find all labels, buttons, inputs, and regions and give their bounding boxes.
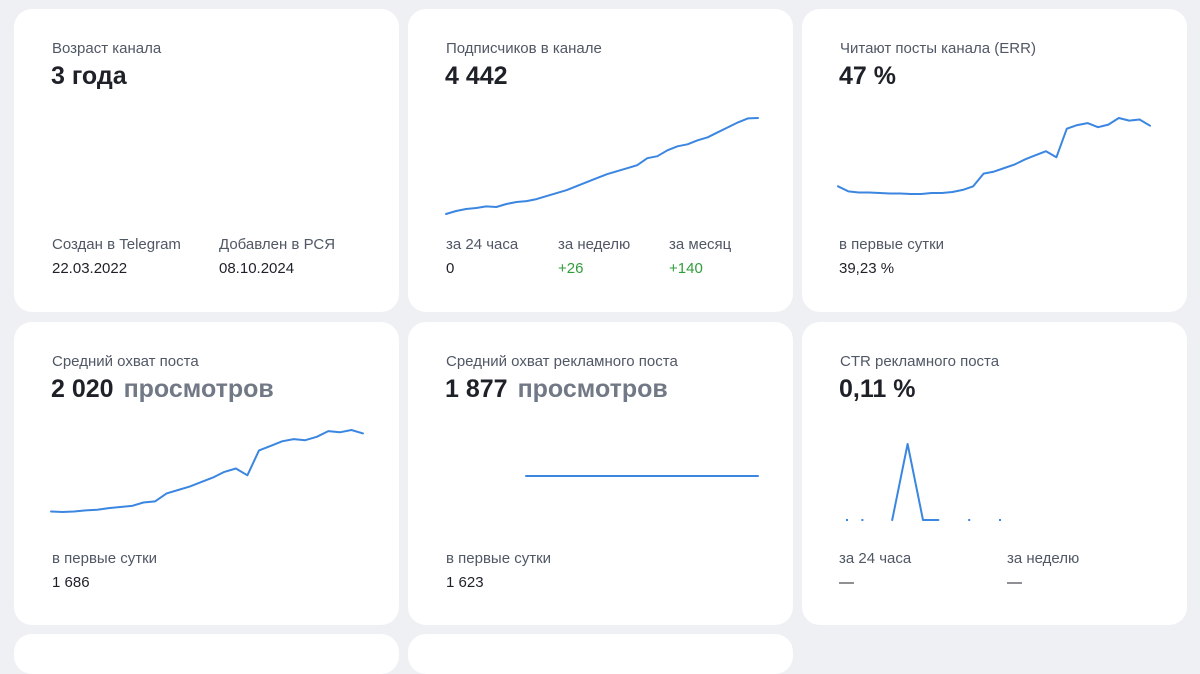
ctr-spike bbox=[891, 443, 940, 521]
stat-label: в первые сутки bbox=[52, 550, 158, 567]
value-number: 1 877 bbox=[445, 375, 508, 403]
stat-label: за 24 часа bbox=[839, 550, 912, 567]
card-value: 3 года bbox=[51, 62, 127, 90]
stat-label: Добавлен в РСЯ bbox=[219, 236, 336, 253]
next-card bbox=[408, 634, 793, 674]
avg-ad-reach-card[interactable]: Средний охват рекламного поста 1 877 прос… bbox=[408, 322, 793, 625]
value-unit: просмотров bbox=[123, 375, 274, 403]
stat-value: 08.10.2024 bbox=[219, 260, 295, 277]
err-sparkline[interactable] bbox=[837, 117, 1151, 195]
err-card[interactable]: Читают посты канала (ERR) 47 % в первые … bbox=[802, 9, 1187, 312]
card-label: Читают посты канала (ERR) bbox=[840, 40, 1036, 57]
stat-label: за месяц bbox=[669, 236, 732, 253]
value-unit: просмотров bbox=[517, 375, 668, 403]
stat-value: +140 bbox=[669, 260, 703, 277]
subscribers-card[interactable]: Подписчиков в канале 4 442 за 24 часа 0 … bbox=[408, 9, 793, 312]
created-stat: Создан в Telegram 22.03.2022 bbox=[52, 236, 181, 277]
stat-label: Создан в Telegram bbox=[52, 236, 181, 253]
stat-value: 1 686 bbox=[52, 574, 90, 591]
added-stat: Добавлен в РСЯ 08.10.2024 bbox=[219, 236, 335, 277]
stat-label: в первые сутки bbox=[839, 236, 945, 253]
card-value: 47 % bbox=[839, 62, 896, 90]
stat-label: за 24 часа bbox=[446, 236, 519, 253]
subscribers-sparkline[interactable] bbox=[445, 117, 759, 215]
stat-value: 0 bbox=[446, 260, 455, 277]
card-label: Подписчиков в канале bbox=[446, 40, 602, 57]
stat-label: за неделю bbox=[558, 236, 631, 253]
sparkline-series bbox=[50, 429, 364, 513]
stat-value: — bbox=[839, 574, 854, 591]
card-label: Средний охват поста bbox=[52, 353, 199, 370]
card-value: 4 442 bbox=[445, 62, 508, 90]
channel-age-card: Возраст канала 3 года Создан в Telegram … bbox=[14, 9, 399, 312]
card-value: 1 877 просмотров bbox=[445, 375, 668, 404]
sparkline-series bbox=[445, 117, 759, 215]
card-label: Возраст канала bbox=[52, 40, 162, 57]
stat-value: 39,23 % bbox=[839, 260, 895, 277]
stat-value: 22.03.2022 bbox=[52, 260, 128, 277]
avg-reach-sparkline[interactable] bbox=[50, 429, 364, 513]
avg-reach-card[interactable]: Средний охват поста 2 020 просмотров в пе… bbox=[14, 322, 399, 625]
card-value: 2 020 просмотров bbox=[51, 375, 274, 404]
first-day-stat: в первые сутки 39,23 % bbox=[839, 236, 944, 277]
ctr-sparkline[interactable] bbox=[846, 443, 1001, 521]
first-day-stat: в первые сутки 1 686 bbox=[52, 550, 157, 591]
stat-value: +26 bbox=[558, 260, 584, 277]
avg-ad-reach-sparkline[interactable] bbox=[525, 470, 759, 482]
day-stat: за 24 часа — bbox=[839, 550, 911, 591]
card-value: 0,11 % bbox=[839, 375, 916, 403]
stat-value: — bbox=[1007, 574, 1022, 591]
value-number: 2 020 bbox=[51, 375, 114, 403]
first-day-stat: в первые сутки 1 623 bbox=[446, 550, 551, 591]
stat-label: за неделю bbox=[1007, 550, 1080, 567]
card-label: CTR рекламного поста bbox=[840, 353, 1000, 370]
stat-value: 1 623 bbox=[446, 574, 484, 591]
sparkline-series bbox=[837, 117, 1151, 195]
month-stat: за месяц +140 bbox=[669, 236, 731, 277]
card-label: Средний охват рекламного поста bbox=[446, 353, 678, 370]
ctr-card[interactable]: CTR рекламного поста 0,11 % за 24 часа —… bbox=[802, 322, 1187, 625]
week-stat: за неделю — bbox=[1007, 550, 1079, 591]
day-stat: за 24 часа 0 bbox=[446, 236, 518, 277]
stat-label: в первые сутки bbox=[446, 550, 552, 567]
next-card bbox=[14, 634, 399, 674]
week-stat: за неделю +26 bbox=[558, 236, 630, 277]
